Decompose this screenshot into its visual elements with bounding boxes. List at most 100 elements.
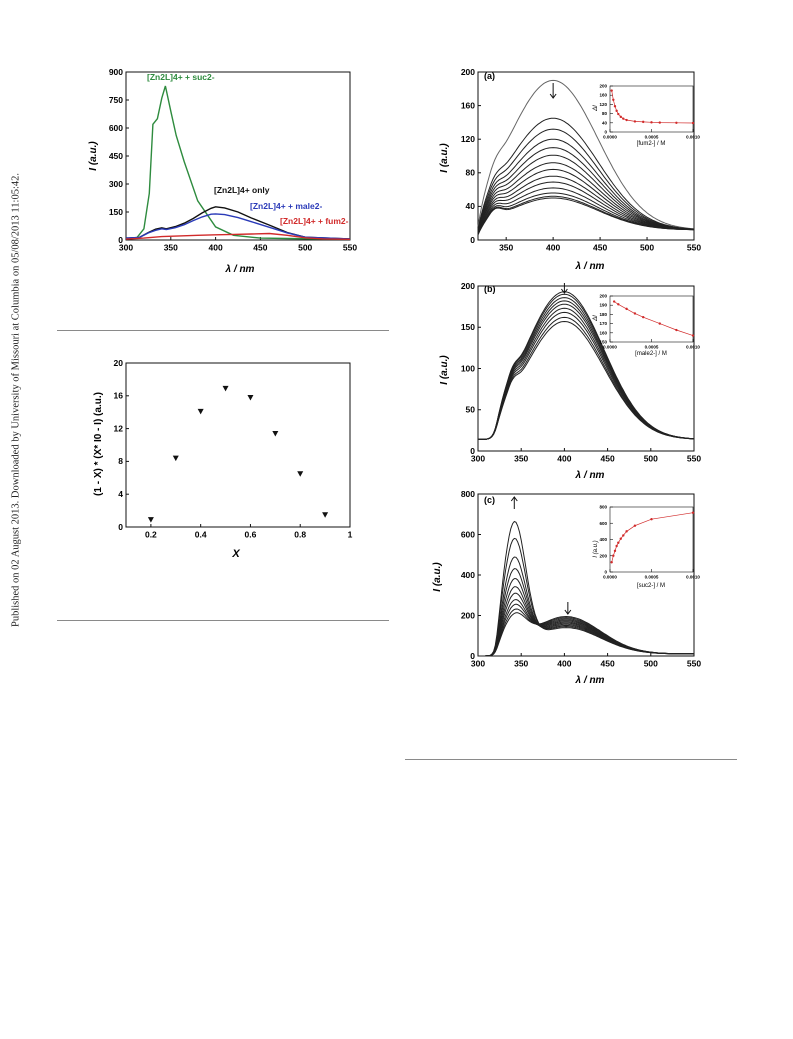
x-tick-label: 0.0010 [686, 575, 700, 580]
spectrum-curve [478, 303, 695, 440]
inset-point [633, 120, 637, 123]
y-tick-label: 160 [461, 100, 475, 110]
spectrum-curve [477, 79, 695, 230]
x-tick-label: 450 [601, 454, 615, 464]
fig1-label-suc: [Zn2L]4+ + suc2- [147, 72, 215, 82]
inset-point [658, 121, 661, 124]
inset-point [619, 537, 622, 540]
fig1-label-male: [Zn2L]4+ + male2- [250, 201, 322, 211]
panel-c-xlabel: λ / nm [575, 675, 605, 686]
spectrum-curve [478, 608, 694, 657]
spectrum-curve [477, 187, 694, 235]
panel-c-arrow-up-head [510, 496, 518, 502]
inset-point [691, 121, 695, 125]
x-tick-label: 0.0000 [603, 345, 617, 350]
y-tick-label: 12 [114, 423, 124, 433]
spectrum-curve [478, 316, 695, 440]
side-note-text: Published on 02 August 2013. Downloaded … [10, 172, 22, 628]
panel-a-ylabel: I (a.u.) [439, 143, 450, 173]
plot-frame [125, 362, 351, 528]
inset-point [675, 328, 678, 332]
panel-c-inset: 0.0000 0.0005 0.0010 0 200 400 600 800 [599, 505, 700, 580]
y-tick-label: 200 [461, 610, 475, 620]
x-tick-label: 400 [557, 659, 571, 669]
y-tick-label: 800 [461, 489, 475, 499]
data-point [197, 408, 204, 415]
spectrum-curve [477, 192, 694, 235]
y-tick-label: 600 [599, 521, 607, 526]
x-tick-label: 0.0000 [603, 135, 617, 140]
y-tick-label: 190 [599, 303, 607, 308]
x-tick-label: 0.6 [245, 530, 257, 540]
spectrum-curve [477, 195, 695, 235]
x-tick-label: 400 [209, 243, 223, 253]
inset-point [613, 105, 617, 108]
spectrum-curve [478, 586, 694, 657]
x-tick-label: 500 [640, 243, 654, 253]
y-tick-label: 400 [599, 537, 607, 542]
y-tick-label: 160 [599, 93, 607, 98]
y-tick-label: 20 [114, 358, 124, 368]
x-tick-label: 550 [687, 659, 701, 669]
y-tick-label: 170 [599, 321, 607, 326]
panel-b-axes: 300 350 400 450 500 550 0 50 100 150 200 [461, 281, 702, 464]
inset-point [642, 120, 645, 124]
panel-a-inset-ylabel: ΔI [593, 105, 599, 112]
fig2-axes: 0.2 0.4 0.6 0.8 1 0 4 8 12 16 20 [114, 358, 353, 540]
spectrum-curve [477, 154, 695, 232]
panel-c-inset-xlabel: [suc2-] / M [637, 583, 665, 589]
inset-point [612, 300, 616, 303]
inset-point [615, 109, 618, 113]
spectrum-curve [478, 598, 694, 657]
y-tick-label: 200 [461, 67, 475, 77]
x-tick-label: 300 [471, 659, 485, 669]
panel-c-inset-ylabel: I (a.u.) [593, 540, 599, 557]
y-tick-label: 150 [599, 340, 607, 345]
data-point [247, 394, 254, 401]
y-tick-label: 0 [118, 522, 123, 532]
y-tick-label: 100 [461, 363, 475, 373]
inset-point [622, 117, 625, 120]
x-tick-label: 0.8 [294, 530, 306, 540]
divider-rule-2 [57, 620, 389, 621]
y-tick-label: 0 [470, 446, 475, 456]
inset-fit-line [611, 90, 694, 124]
panel-b-arrow-head [561, 288, 568, 294]
inset-point [617, 541, 620, 544]
spectrum-curve [478, 291, 695, 440]
spectrum-curve [478, 293, 695, 440]
y-tick-label: 0 [604, 130, 607, 135]
y-tick-label: 0 [604, 570, 607, 575]
publication-side-note: Published on 02 August 2013. Downloaded … [9, 165, 23, 635]
x-tick-label: 500 [298, 243, 312, 253]
fig1-label-fum: [Zn2L]4+ + fum2- [280, 216, 349, 226]
y-tick-label: 600 [461, 529, 475, 539]
spectrum-curve [478, 537, 694, 657]
inset-point [615, 544, 618, 548]
fig1-label-only: [Zn2L]4+ only [214, 185, 270, 195]
y-tick-label: 200 [599, 84, 607, 89]
inset-point [642, 315, 645, 319]
inset-fit-line [611, 512, 694, 563]
inset-point [625, 307, 628, 311]
series-line [125, 85, 350, 240]
inset-point [633, 524, 637, 527]
panel-a-label: (a) [484, 71, 495, 81]
y-tick-label: 8 [118, 456, 123, 466]
data-point [322, 512, 329, 518]
inset-point [650, 517, 653, 521]
panel-a-xlabel: λ / nm [575, 261, 605, 272]
x-tick-label: 450 [601, 659, 615, 669]
series-line [125, 232, 351, 240]
y-tick-label: 50 [466, 405, 476, 415]
fig2-points [147, 385, 329, 523]
data-point [147, 517, 154, 523]
spectrum-curve [477, 181, 695, 234]
fig1-axes: 300 350 400 450 500 550 0 150 300 450 600 750 900 [109, 67, 358, 253]
spectrum-curve [478, 320, 695, 440]
spectrum-curve [477, 197, 695, 236]
x-tick-label: 0.2 [145, 530, 157, 540]
x-tick-label: 450 [593, 243, 607, 253]
spectrum-curve [478, 592, 694, 657]
